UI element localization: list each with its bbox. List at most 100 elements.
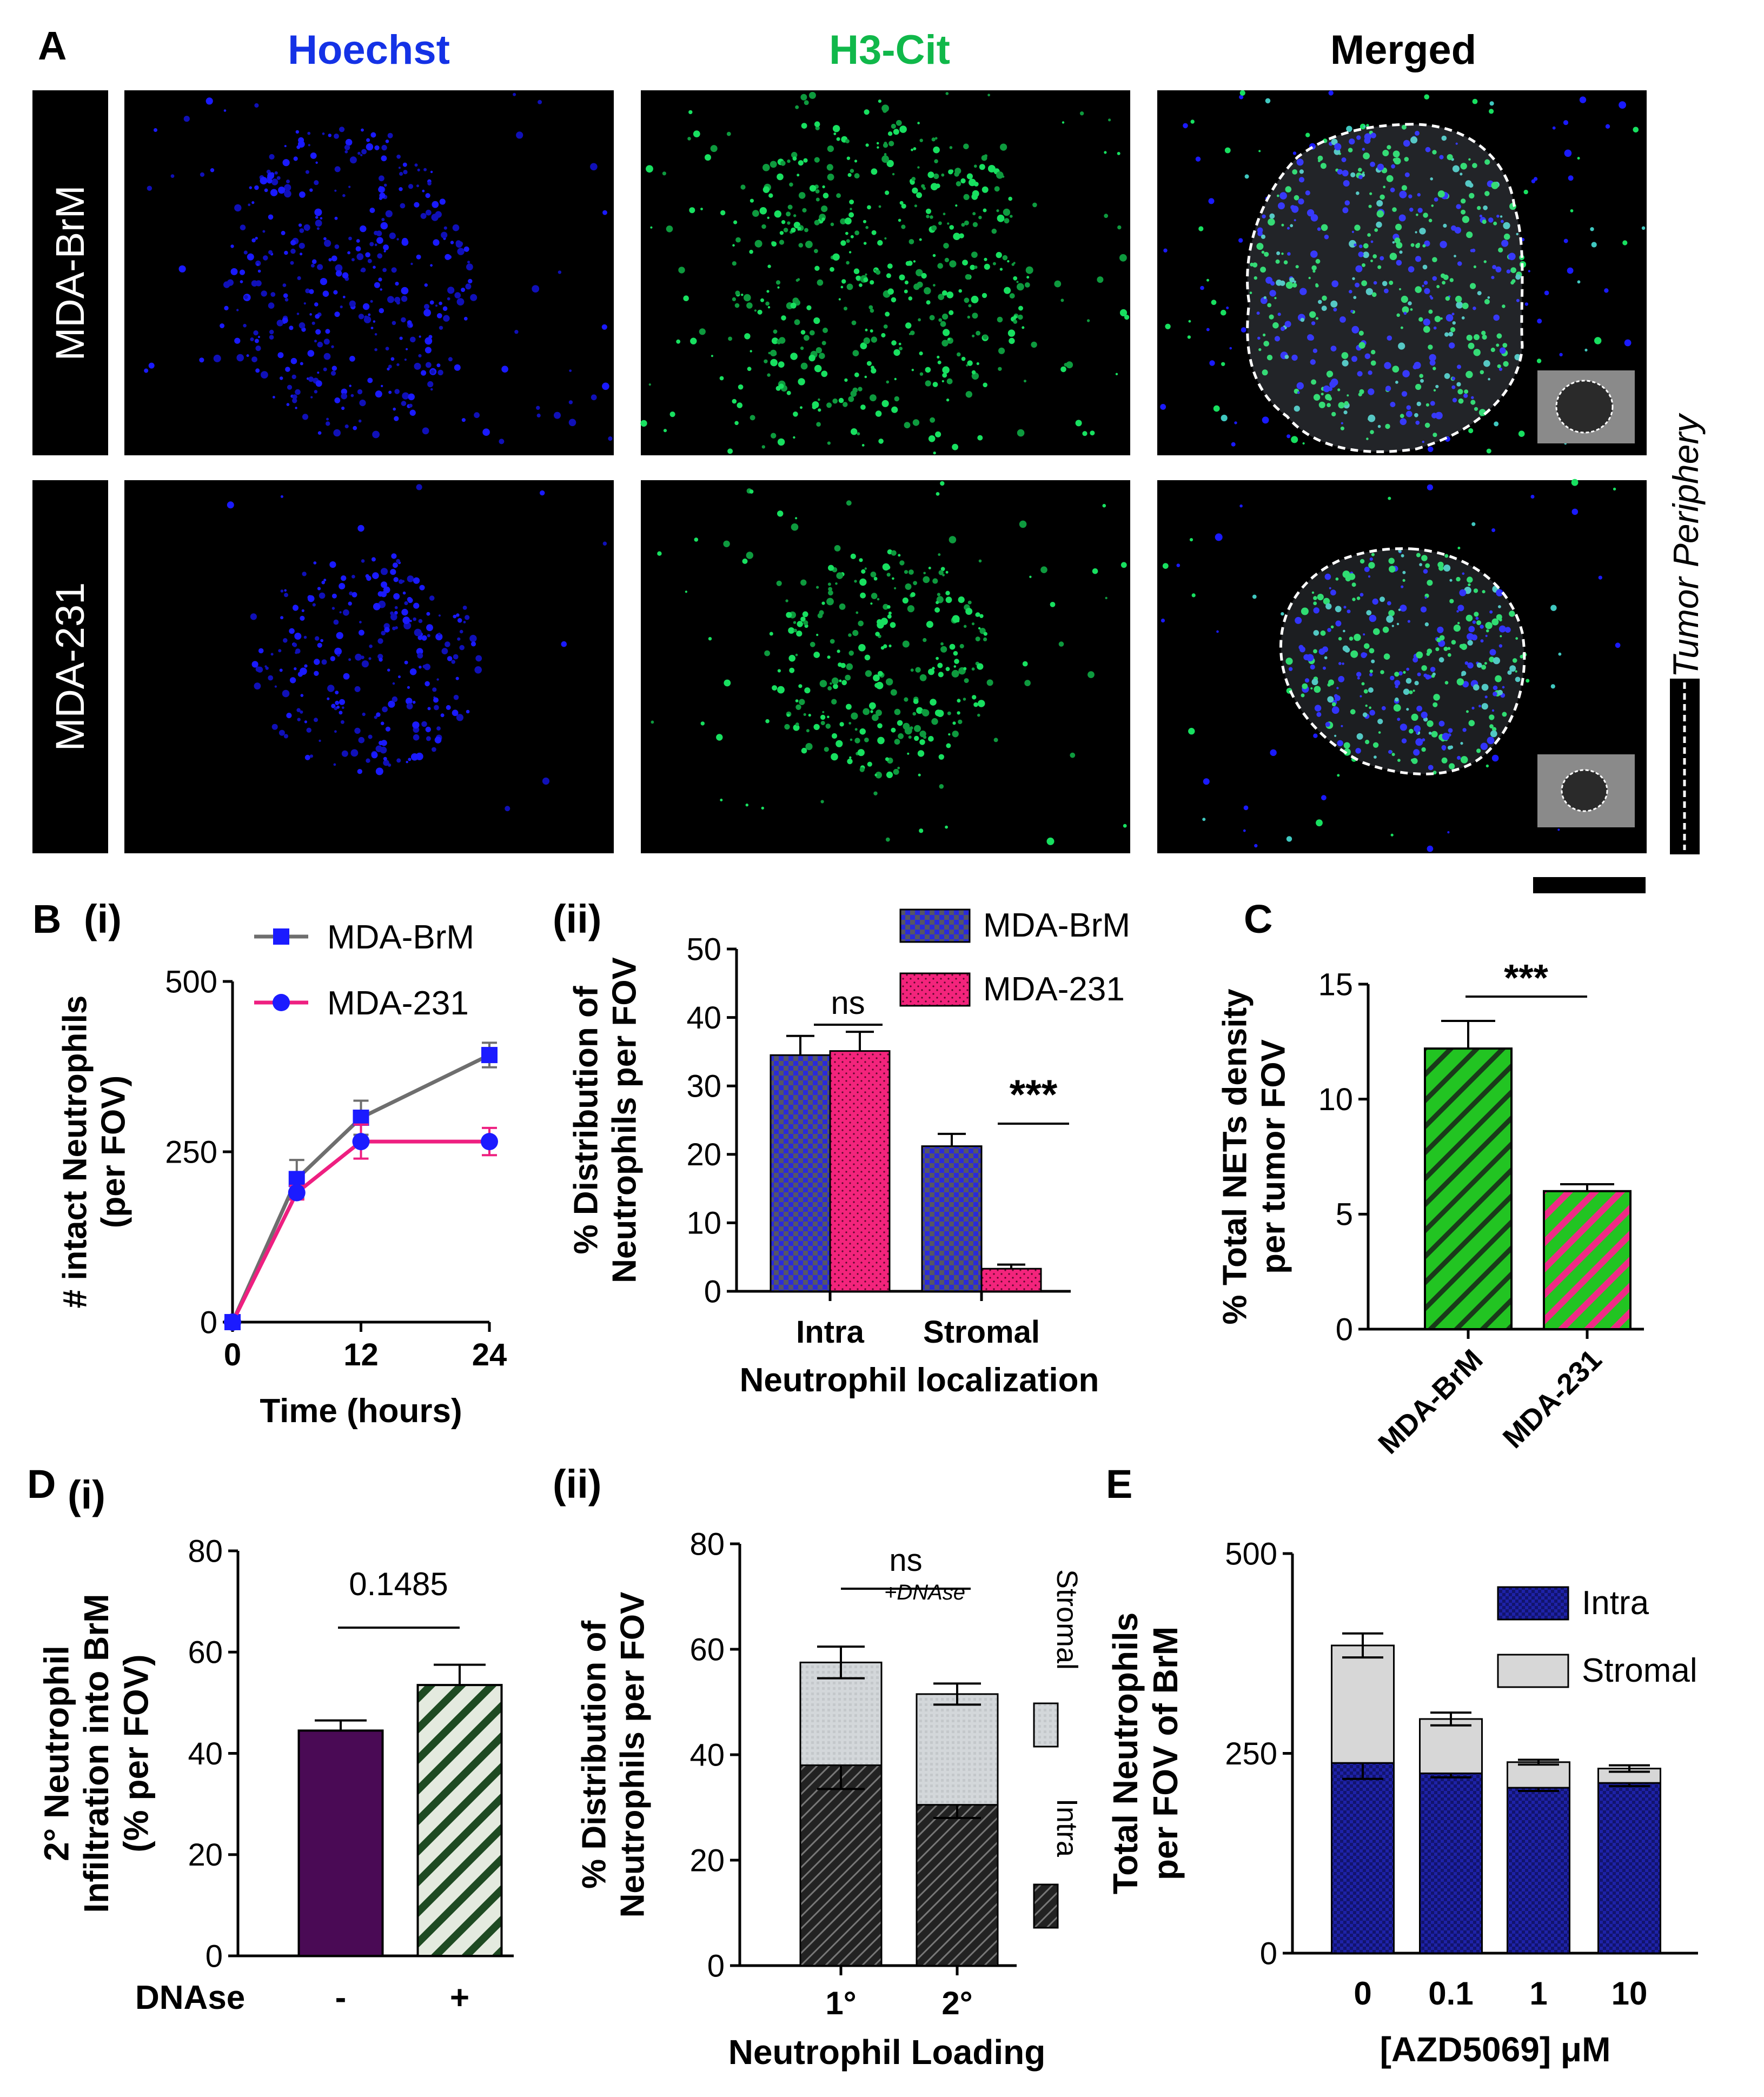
cell-dot (1412, 657, 1418, 663)
cell-dot (1419, 228, 1426, 235)
cell-dot (700, 208, 703, 210)
cell-dot (1260, 267, 1266, 273)
cell-dot (1309, 311, 1316, 318)
cell-dot (1400, 414, 1404, 419)
cell-dot (1254, 844, 1258, 848)
cell-dot (354, 727, 361, 734)
cell-dot (1087, 671, 1095, 678)
cell-dot (1408, 266, 1415, 273)
cell-dot (1342, 570, 1350, 579)
cell-dot (1424, 240, 1430, 247)
cell-dot (1229, 347, 1232, 350)
cell-dot (1062, 121, 1065, 124)
cell-dot (774, 210, 782, 218)
cell-dot (251, 238, 256, 243)
cell-dot (894, 377, 897, 381)
cell-dot (1436, 638, 1441, 642)
cell-dot (949, 310, 954, 315)
cell-dot (1009, 337, 1015, 344)
cell-dot (1457, 755, 1461, 760)
cell-dot (885, 757, 889, 761)
cell-dot (370, 132, 376, 138)
cell-dot (1473, 684, 1480, 691)
cell-dot (314, 180, 319, 185)
cell-dot (1509, 665, 1516, 672)
cell-dot (1371, 292, 1377, 297)
cell-dot (901, 203, 906, 209)
cell-dot (893, 349, 900, 356)
cell-dot (851, 428, 858, 435)
cell-dot (967, 600, 972, 605)
cell-dot (1372, 598, 1378, 605)
cell-dot (424, 283, 428, 287)
cell-dot (1347, 394, 1349, 397)
cell-dot (1060, 366, 1066, 373)
cell-dot (1341, 157, 1347, 162)
cell-dot (1369, 706, 1372, 709)
y-tick-label: 0 (704, 1274, 721, 1309)
cell-dot (445, 641, 450, 647)
cell-dot (1342, 207, 1349, 214)
cell-dot (183, 116, 190, 122)
cell-dot (744, 333, 751, 340)
cell-dot (1360, 695, 1362, 698)
y-axis-label: Neutrophils per FOV (614, 1592, 652, 1918)
cell-dot (891, 727, 896, 733)
cell-dot (1400, 418, 1407, 426)
cell-dot (650, 226, 653, 229)
cell-dot (280, 376, 283, 380)
cell-dot (360, 154, 363, 156)
y-tick-label: 10 (1318, 1082, 1353, 1117)
cell-dot (1619, 101, 1627, 109)
cell-dot (469, 635, 477, 642)
cell-dot (425, 193, 430, 198)
cell-dot (1252, 594, 1257, 599)
cell-dot (1491, 528, 1496, 532)
cell-dot (392, 682, 395, 685)
cell-dot (236, 354, 244, 362)
cell-dot (1423, 673, 1428, 678)
cell-dot (870, 710, 873, 713)
cell-dot (418, 354, 422, 358)
significance-label: 0.1485 (349, 1566, 448, 1602)
cell-dot (430, 264, 433, 267)
cell-dot (932, 254, 936, 257)
cell-dot (1318, 401, 1325, 408)
cell-dot (770, 349, 777, 357)
inset-thumbnail-brm (1537, 370, 1635, 443)
cell-dot (429, 300, 434, 305)
cell-dot (317, 341, 323, 348)
cell-dot (1369, 709, 1375, 716)
cell-dot (369, 208, 375, 213)
cell-dot (1444, 554, 1449, 558)
cell-dot (957, 699, 961, 703)
cell-dot (317, 431, 322, 435)
x-tick-label: Intra (796, 1315, 864, 1350)
cell-dot (1456, 301, 1463, 309)
cell-dot (777, 438, 785, 446)
cell-dot (934, 607, 940, 613)
cell-dot (255, 236, 258, 240)
cell-dot (465, 283, 472, 290)
cell-dot (309, 289, 314, 294)
cell-dot (1474, 407, 1478, 411)
data-point (481, 1133, 498, 1151)
cell-dot (846, 663, 853, 671)
cell-dot (1276, 251, 1281, 255)
cell-dot (379, 193, 386, 199)
cell-dot (1183, 123, 1188, 129)
cell-dot (1467, 576, 1473, 583)
cell-dot (1449, 579, 1453, 582)
cell-dot (298, 223, 302, 227)
cell-dot (1451, 376, 1456, 381)
cell-dot (294, 633, 302, 640)
cell-dot (795, 699, 799, 702)
cell-dot (402, 392, 409, 400)
cell-dot (927, 171, 934, 178)
cell-dot (1425, 147, 1431, 152)
cell-dot (919, 674, 927, 681)
cell-dot (1557, 828, 1560, 831)
cell-dot (884, 153, 887, 156)
cell-dot (1450, 327, 1456, 333)
cell-dot (301, 609, 304, 612)
